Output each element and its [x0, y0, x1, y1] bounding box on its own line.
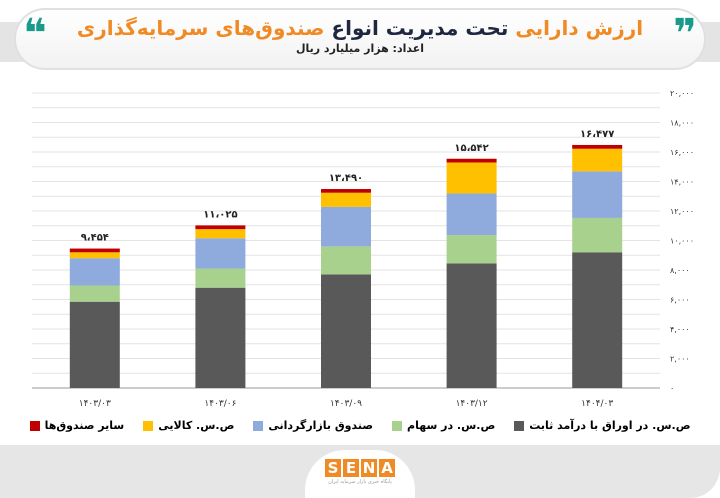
bar-segment [446, 263, 497, 388]
total-label: ۱۵،۵۴۲ [454, 143, 488, 154]
bar-segment [195, 238, 246, 269]
chart-subtitle: اعداد: هزار میلیارد ریال [295, 42, 425, 55]
x-tick-label: ۱۴۰۳/۱۲ [456, 399, 488, 409]
bar-segment [572, 144, 623, 149]
bar-segment [572, 171, 623, 218]
x-tick-label: ۱۴۰۴/۰۳ [581, 399, 613, 409]
y-tick-label: ۱۰,۰۰۰ [670, 237, 694, 246]
y-tick-label: ۲,۰۰۰ [670, 355, 690, 364]
title-part-2: تحت مدیریت انواع [331, 16, 509, 40]
legend-label: سایر صندوق‌ها [44, 419, 125, 432]
bar-segment [446, 235, 497, 264]
legend-swatch [143, 421, 154, 431]
legend-swatch [29, 421, 40, 431]
y-tick-label: ۱۶,۰۰۰ [670, 148, 694, 157]
legend-label: ص.س. در سهام [407, 419, 496, 432]
bar-segment [446, 158, 497, 163]
bar-segment [446, 193, 497, 236]
total-label: ۹،۴۵۴ [81, 233, 109, 244]
y-tick-label: ۴,۰۰۰ [670, 325, 690, 334]
total-label: ۱۳،۴۹۰ [329, 173, 363, 184]
legend-swatch [514, 421, 525, 431]
title-part-3: صندوق‌های سرمایه‌گذاری [76, 16, 325, 40]
title-part-1: ارزش دارایی [515, 16, 644, 40]
bar-segment [69, 301, 120, 388]
bar-segment [195, 268, 246, 288]
quote-open-icon: ❞ [673, 11, 697, 57]
title-box: ارزش دارایی تحت مدیریت انواع صندوق‌های س… [14, 8, 706, 70]
y-tick-label: ۱۴,۰۰۰ [670, 178, 694, 187]
bar-segment [321, 274, 371, 388]
bar-segment [321, 246, 371, 275]
title-text-area: ارزش دارایی تحت مدیریت انواع صندوق‌های س… [72, 15, 648, 56]
x-tick-label: ۱۴۰۳/۰۳ [79, 399, 111, 409]
legend-swatch [392, 421, 403, 431]
stacked-bar-chart: ۰ ۲,۰۰۰ ۴,۰۰۰ ۶,۰۰۰ ۸,۰۰۰ ۱۰,۰۰۰ ۱۲,۰۰۰ ۱۴,۰۰۰ ۱… [32, 89, 694, 409]
legend-item: ص.س. در سهام [392, 418, 495, 434]
legend: سایر صندوق‌ها ص.س. کالایی صندوق بازارگردان… [20, 418, 700, 434]
legend-item: سایر صندوق‌ها [29, 418, 125, 434]
bar-segment [69, 285, 120, 302]
y-tick-label: ۱۲,۰۰۰ [670, 207, 694, 216]
bar-segment [321, 192, 371, 207]
total-label: ۱۱،۰۲۵ [203, 209, 237, 220]
legend-item: ص.س. در اوراق با درآمد ثابت [514, 418, 691, 434]
bar-segment [69, 248, 120, 253]
legend-item: صندوق بازارگردانی [253, 418, 373, 434]
y-tick-label: ۲۰,۰۰۰ [670, 89, 694, 98]
legend-label: ص.س. در اوراق با درآمد ثابت [529, 419, 691, 432]
logo-tagline: پایگاه خبری بازار سرمایه ایران [328, 479, 392, 485]
legend-label: ص.س. کالایی [158, 419, 235, 432]
legend-swatch [253, 421, 264, 431]
quote-close-icon: ❝ [23, 11, 47, 57]
bar-segment [69, 258, 120, 286]
legend-label: صندوق بازارگردانی [268, 419, 373, 432]
legend-item: ص.س. کالایی [143, 418, 234, 434]
bar-segment [195, 225, 246, 230]
y-tick-label: ۰ [670, 384, 674, 393]
bar-segment [321, 206, 371, 247]
bar-segment [321, 189, 371, 193]
y-tick-label: ۸,۰۰۰ [670, 266, 690, 275]
bar-segment [572, 148, 623, 172]
bar-segment [572, 252, 623, 388]
chart-title: ارزش دارایی تحت مدیریت انواع صندوق‌های س… [72, 15, 648, 41]
y-tick-label: ۱۸,۰۰۰ [670, 119, 694, 128]
y-tick-label: ۶,۰۰۰ [670, 296, 690, 305]
bar-segment [69, 252, 120, 259]
total-label: ۱۶،۴۷۷ [580, 129, 614, 140]
bar-segment [572, 217, 623, 253]
bar-segment [446, 162, 497, 194]
x-tick-label: ۱۴۰۳/۰۶ [204, 399, 236, 409]
bar-segment [195, 287, 246, 388]
bar-segment [195, 229, 246, 239]
x-tick-label: ۱۴۰۳/۰۹ [330, 399, 362, 409]
